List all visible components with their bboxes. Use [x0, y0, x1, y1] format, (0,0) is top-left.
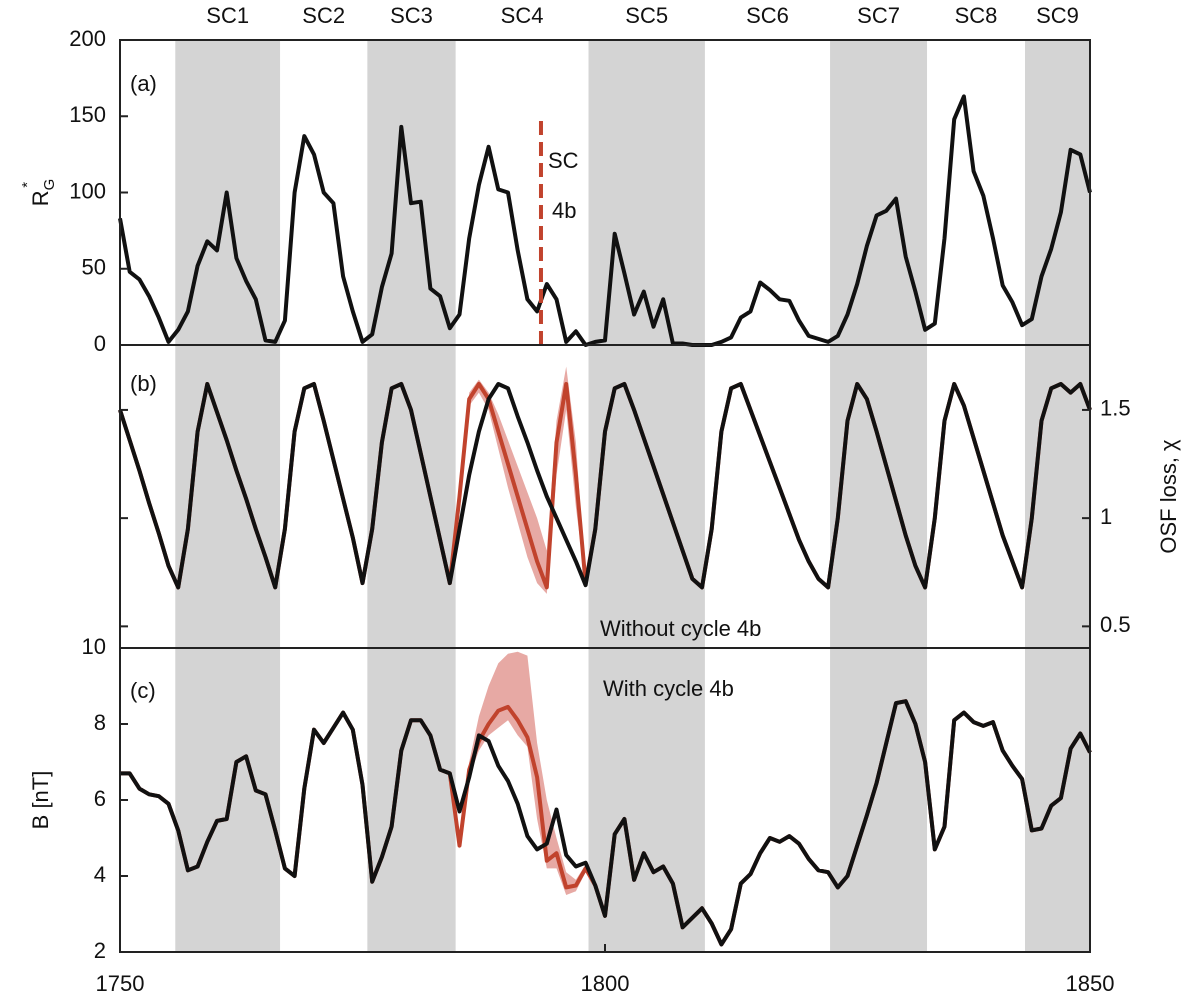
cycle-label: SC6	[746, 3, 789, 28]
y-label-sup: *	[19, 182, 36, 188]
y-label-main: B [nT]	[28, 771, 53, 830]
y-tick-label: 50	[82, 255, 106, 280]
y-tick-label: 1	[1100, 504, 1112, 529]
panel-label: (c)	[130, 678, 156, 703]
uncertainty-band	[459, 651, 586, 895]
cycle-label: SC8	[955, 3, 998, 28]
y-axis-label: RG *	[19, 179, 58, 207]
cycle-label: SC9	[1036, 3, 1079, 28]
y-axis-label: B [nT]	[28, 771, 53, 830]
panel-label: (a)	[130, 71, 157, 96]
data-line	[118, 94, 1092, 347]
y-label-main: R	[28, 190, 53, 206]
cycle-shading	[830, 40, 928, 952]
y-tick-label: 6	[94, 786, 106, 811]
y-tick-label: 200	[69, 26, 106, 51]
cycle-label: SC1	[206, 3, 249, 28]
x-tick-label: 1750	[96, 971, 145, 996]
uncertainty-band	[449, 366, 586, 594]
y-tick-label: 150	[69, 102, 106, 127]
cycle-label: SC4	[501, 3, 544, 28]
y-tick-label: 0.5	[1100, 612, 1131, 637]
annotation: SC	[548, 148, 579, 173]
y-tick-label: 0	[94, 331, 106, 356]
y-tick-label: 2	[94, 938, 106, 963]
panel-label: (b)	[130, 371, 157, 396]
legend-entry: Without cycle 4b	[600, 616, 761, 641]
cycle-label: SC7	[857, 3, 900, 28]
cycle-label: SC5	[625, 3, 668, 28]
marks-layer	[118, 94, 1092, 947]
cycle-shading	[588, 40, 705, 952]
y-tick-label: 8	[94, 710, 106, 735]
y-tick-label: 100	[69, 178, 106, 203]
y-tick-label: 4	[94, 862, 106, 887]
cycle-label: SC3	[390, 3, 433, 28]
annotation: 4b	[552, 198, 576, 223]
y-tick-label: 10	[82, 634, 106, 659]
data-line	[120, 699, 1092, 947]
data-line	[118, 382, 1092, 590]
cycle-label: SC2	[302, 3, 345, 28]
x-tick-label: 1850	[1066, 971, 1115, 996]
cycle-shading	[367, 40, 456, 952]
y-tick-label: 1.5	[1100, 396, 1131, 421]
y-axis-label: OSF loss, χ	[1156, 439, 1181, 554]
x-tick-label: 1800	[581, 971, 630, 996]
background-layer	[175, 40, 1090, 952]
legend-entry: With cycle 4b	[603, 676, 734, 701]
y-label-sub: G	[41, 179, 58, 191]
